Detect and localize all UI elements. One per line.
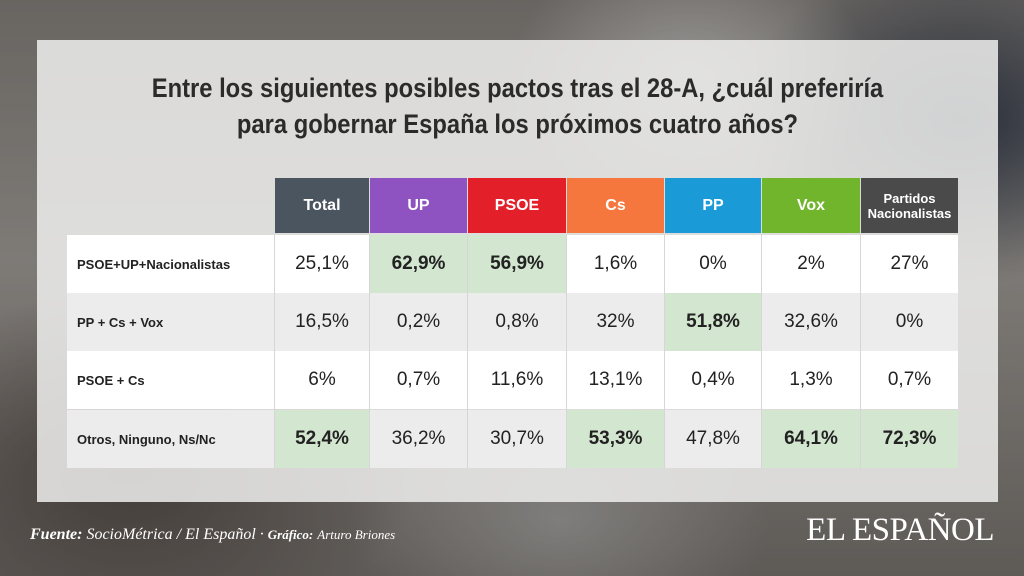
column-header-cs: Cs xyxy=(567,178,664,233)
cell-cs-row-3: 13,1% xyxy=(588,369,643,390)
cell-nacionalistas-row-4: 72,3% xyxy=(861,410,958,468)
column-divider-4 xyxy=(566,235,567,468)
column-divider-5 xyxy=(664,235,665,468)
cell-cs-row-2: 32% xyxy=(596,311,635,332)
footer-separator: · xyxy=(255,526,268,543)
cell-psoe-row-2: 0,8% xyxy=(495,311,539,332)
row-label-2: PP + Cs + Vox xyxy=(77,314,164,330)
column-divider-7 xyxy=(860,235,861,468)
cell-up-row-1: 62,9% xyxy=(370,235,467,293)
row-background-2 xyxy=(67,293,958,351)
cell-total-row-2: 16,5% xyxy=(295,311,349,332)
column-header-pp: PP xyxy=(665,178,761,233)
column-divider-6 xyxy=(761,235,762,468)
source-text: SocioMétrica / El Español xyxy=(86,526,256,543)
row-background-3 xyxy=(67,351,958,409)
row-label-4: Otros, Ninguno, Ns/Nc xyxy=(77,431,216,447)
cell-pp-row-4: 47,8% xyxy=(686,428,740,449)
cell-psoe-row-1: 56,9% xyxy=(468,235,566,293)
cell-vox-row-1: 2% xyxy=(797,253,825,274)
cell-pp-row-1: 0% xyxy=(699,253,727,274)
cell-vox-row-4: 64,1% xyxy=(762,410,860,468)
graphic-author: Arturo Briones xyxy=(317,527,396,542)
cell-psoe-row-4: 30,7% xyxy=(490,428,544,449)
graphic-label: Gráfico: xyxy=(267,527,314,542)
footer-credits: Fuente: SocioMétrica / El Español · Gráf… xyxy=(30,526,395,544)
cell-vox-row-3: 1,3% xyxy=(789,369,833,390)
column-header-up: UP xyxy=(370,178,467,233)
cell-total-row-4: 52,4% xyxy=(275,410,369,468)
column-header-vox: Vox xyxy=(762,178,860,233)
title-line-1: Entre los siguientes posibles pactos tra… xyxy=(151,73,884,103)
cell-pp-row-2: 51,8% xyxy=(665,293,761,351)
column-divider-1 xyxy=(274,235,275,468)
column-header-nacionalistas: Partidos Nacionalistas xyxy=(861,178,958,233)
title-line-2: para gobernar España los próximos cuatro… xyxy=(236,109,799,139)
cell-up-row-2: 0,2% xyxy=(396,311,441,332)
source-label: Fuente: xyxy=(30,526,83,543)
el-espanol-logo: EL ESPAÑOL xyxy=(806,512,994,548)
column-divider-2 xyxy=(369,235,370,468)
column-header-total: Total xyxy=(275,178,369,233)
cell-pp-row-3: 0,4% xyxy=(691,369,735,390)
chart-title: Entre los siguientes posibles pactos tra… xyxy=(95,70,941,142)
column-divider-3 xyxy=(467,235,468,468)
row-label-1: PSOE+UP+Nacionalistas xyxy=(77,256,231,272)
cell-total-row-3: 6% xyxy=(308,369,336,390)
cell-psoe-row-3: 11,6% xyxy=(490,369,544,390)
row-label-3: PSOE + Cs xyxy=(77,372,145,388)
cell-total-row-1: 25,1% xyxy=(295,253,349,274)
cell-up-row-3: 0,7% xyxy=(396,369,441,390)
cell-nacionalistas-row-1: 27% xyxy=(890,253,929,274)
cell-cs-row-1: 1,6% xyxy=(593,253,638,274)
cell-up-row-4: 36,2% xyxy=(391,428,446,449)
cell-vox-row-2: 32,6% xyxy=(784,311,838,332)
cell-cs-row-4: 53,3% xyxy=(567,410,664,468)
cell-nacionalistas-row-3: 0,7% xyxy=(887,369,932,390)
column-header-psoe: PSOE xyxy=(468,178,566,233)
cell-nacionalistas-row-2: 0% xyxy=(895,311,924,332)
